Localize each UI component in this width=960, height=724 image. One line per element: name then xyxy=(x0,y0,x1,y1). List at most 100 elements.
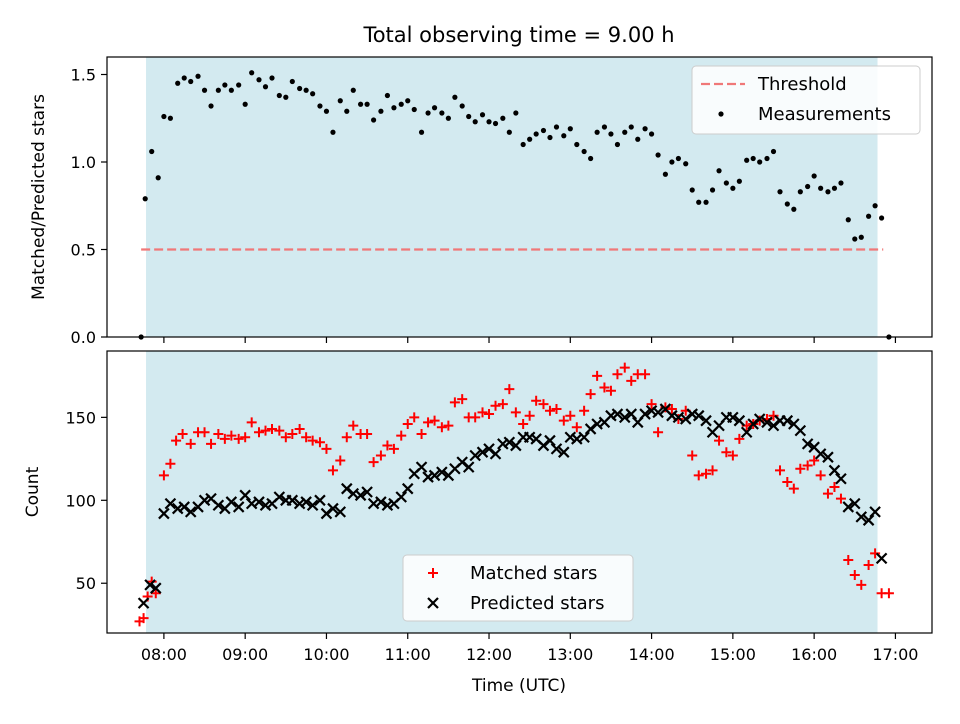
measurement-point xyxy=(425,110,431,116)
matched-point xyxy=(599,382,610,393)
predicted-point xyxy=(652,406,664,419)
matched-point xyxy=(240,432,251,443)
predicted-point xyxy=(835,472,847,485)
measurement-point xyxy=(594,129,600,135)
predicted-point xyxy=(354,489,367,502)
legend-matched-label: Matched stars xyxy=(470,563,597,584)
measurement-point xyxy=(614,141,621,148)
matched-point xyxy=(802,460,813,471)
matched-point xyxy=(829,482,840,493)
matched-point xyxy=(558,415,569,426)
measurement-point xyxy=(852,236,858,242)
matched-point xyxy=(856,579,867,590)
measurement-point xyxy=(642,126,648,132)
predicted-point xyxy=(842,501,855,513)
measurement-point xyxy=(872,203,878,209)
matched-point xyxy=(199,427,210,438)
measurement-point xyxy=(628,124,634,130)
matched-point xyxy=(822,488,833,499)
matched-point xyxy=(396,430,407,441)
predicted-point xyxy=(814,448,827,460)
x-tick-label: 12:00 xyxy=(466,645,512,664)
measurement-point xyxy=(431,105,438,111)
measurement-point xyxy=(161,113,167,120)
measurement-point xyxy=(155,175,161,181)
matched-point xyxy=(571,422,582,433)
measurement-point xyxy=(445,115,451,121)
matched-point xyxy=(294,423,305,434)
matched-point xyxy=(287,428,298,439)
measurement-point xyxy=(601,124,608,130)
predicted-point xyxy=(428,469,441,482)
measurement-point xyxy=(344,108,350,114)
matched-point xyxy=(612,369,623,380)
predicted-point xyxy=(828,464,841,477)
matched-point xyxy=(585,389,596,400)
predicted-point xyxy=(761,416,773,429)
matched-point xyxy=(382,440,393,451)
predicted-point xyxy=(149,582,162,594)
matched-point xyxy=(362,428,373,439)
measurement-point xyxy=(337,98,343,104)
matched-point xyxy=(843,555,854,566)
matched-point xyxy=(707,465,718,476)
measurement-point xyxy=(689,187,695,193)
measurement-point xyxy=(357,101,364,107)
measurement-point xyxy=(418,129,425,135)
matched-point xyxy=(219,433,230,444)
measurement-point xyxy=(567,126,573,132)
measurement-point xyxy=(757,159,763,165)
predicted-point xyxy=(300,496,312,508)
measurement-point xyxy=(398,101,404,107)
matched-point xyxy=(267,423,277,434)
matched-point xyxy=(177,428,188,439)
predicted-point xyxy=(700,414,712,427)
matched-point xyxy=(484,409,495,420)
matched-point xyxy=(835,493,846,504)
measurement-point xyxy=(553,124,560,130)
measurement-point xyxy=(608,131,614,137)
predicted-point xyxy=(692,409,705,422)
matched-point xyxy=(640,369,651,380)
measurement-point xyxy=(142,196,148,202)
measurement-point xyxy=(181,75,187,81)
measurement-point xyxy=(736,178,742,184)
measurement-point xyxy=(195,73,201,79)
predicted-point xyxy=(781,414,794,427)
matched-point xyxy=(416,428,427,439)
matched-point xyxy=(171,435,182,446)
bottom-series-predicted-stars xyxy=(137,403,888,609)
measurement-point xyxy=(188,78,194,85)
legend-measurements-label: Measurements xyxy=(758,104,891,125)
matched-point xyxy=(253,427,264,438)
predicted-point xyxy=(436,466,448,478)
predicted-point xyxy=(361,486,373,498)
legend-predicted-label: Predicted stars xyxy=(470,593,604,614)
matched-point xyxy=(727,450,738,461)
measurement-point xyxy=(350,87,356,93)
matched-point xyxy=(165,458,176,469)
predicted-point xyxy=(855,511,868,523)
measurement-point xyxy=(716,168,722,174)
matched-point xyxy=(158,470,169,481)
legend-matched-swatch xyxy=(428,568,438,578)
predicted-point xyxy=(625,408,638,420)
predicted-point xyxy=(327,502,339,515)
measurement-point xyxy=(527,136,533,142)
measurement-point xyxy=(770,148,777,155)
matched-point xyxy=(666,404,677,415)
measurement-point xyxy=(323,108,330,114)
x-tick-label: 17:00 xyxy=(872,645,918,664)
predicted-point xyxy=(232,501,245,513)
top-y-tick-label: 0.5 xyxy=(71,241,96,260)
matched-point xyxy=(714,435,725,446)
matched-point xyxy=(721,447,732,458)
bottom-legend-box xyxy=(402,554,634,622)
predicted-point xyxy=(550,443,563,455)
predicted-point xyxy=(489,448,502,460)
measurement-point xyxy=(459,103,465,109)
predicted-point xyxy=(415,461,428,473)
measurement-point xyxy=(764,155,770,162)
measurement-point xyxy=(492,120,499,127)
